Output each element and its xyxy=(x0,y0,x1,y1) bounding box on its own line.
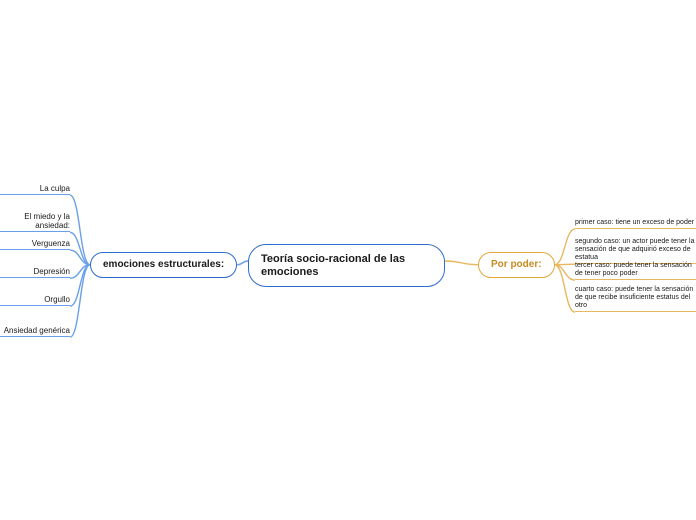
left-leaf[interactable]: Verguenza xyxy=(0,239,70,250)
left-leaf[interactable]: Orgullo xyxy=(0,295,70,306)
right-leaf[interactable]: cuarto caso: puede tener la sensación de… xyxy=(575,286,696,312)
right-leaf[interactable]: segundo caso: un actor puede tener la se… xyxy=(575,238,696,264)
left-leaf[interactable]: El miedo y la ansiedad: xyxy=(0,212,70,232)
branch-left[interactable]: emociones estructurales: xyxy=(90,252,237,278)
branch-right[interactable]: Por poder: xyxy=(478,252,555,278)
right-leaf[interactable]: primer caso: tiene un exceso de poder xyxy=(575,219,696,229)
left-leaf[interactable]: Ansiedad genérica xyxy=(0,326,70,337)
right-leaf[interactable]: tercer caso: puede tener la sensación de… xyxy=(575,262,696,280)
central-node[interactable]: Teoría socio-racional de las emociones xyxy=(248,244,445,287)
left-leaf[interactable]: Depresión xyxy=(0,267,70,278)
left-leaf[interactable]: La culpa xyxy=(0,184,70,195)
